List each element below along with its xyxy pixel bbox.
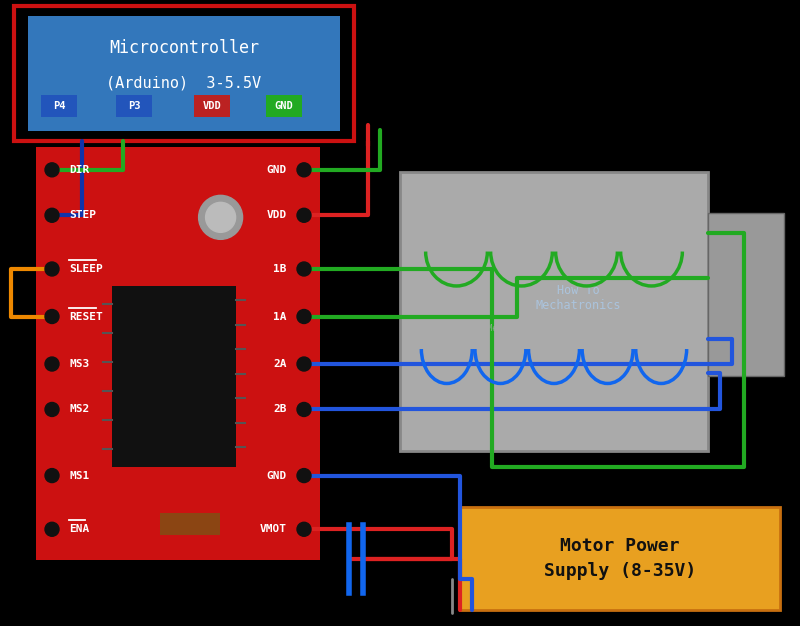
Bar [460, 507, 780, 610]
Circle shape [206, 202, 235, 232]
Bar [112, 285, 236, 467]
Circle shape [297, 522, 311, 536]
Bar [14, 6, 354, 141]
Bar [266, 95, 302, 117]
Text: GND: GND [266, 165, 287, 175]
Text: VDD: VDD [202, 101, 222, 111]
Bar [28, 16, 340, 131]
Text: (Arduino)  3-5.5V: (Arduino) 3-5.5V [106, 75, 262, 90]
Text: MS2: MS2 [69, 404, 90, 414]
Text: GND: GND [274, 101, 294, 111]
Circle shape [297, 208, 311, 222]
Circle shape [45, 208, 59, 222]
Text: ENA: ENA [69, 525, 90, 534]
Bar [400, 172, 708, 451]
Text: P4: P4 [53, 101, 66, 111]
Circle shape [198, 195, 242, 239]
Circle shape [297, 469, 311, 483]
Text: MS1: MS1 [69, 471, 90, 481]
Text: Microcontroller: Microcontroller [109, 39, 259, 57]
Bar [160, 513, 220, 535]
Text: 1B: 1B [274, 264, 287, 274]
Circle shape [45, 403, 59, 416]
Bar [194, 95, 230, 117]
Bar [36, 147, 320, 560]
Text: 1A: 1A [274, 312, 287, 322]
Text: www.HowToMechatronics.com: www.HowToMechatronics.com [446, 324, 562, 332]
Bar [116, 95, 152, 117]
Bar [42, 95, 77, 117]
Circle shape [45, 262, 59, 276]
Text: RESET: RESET [69, 312, 102, 322]
Bar [708, 213, 784, 376]
Circle shape [45, 522, 59, 536]
Text: 2A: 2A [274, 359, 287, 369]
Text: P3: P3 [128, 101, 140, 111]
Text: VMOT: VMOT [260, 525, 287, 534]
Text: 2B: 2B [274, 404, 287, 414]
Circle shape [45, 163, 59, 177]
Circle shape [45, 357, 59, 371]
Circle shape [297, 403, 311, 416]
Circle shape [297, 309, 311, 324]
Circle shape [45, 309, 59, 324]
Circle shape [297, 163, 311, 177]
Text: Motor Power
Supply (8-35V): Motor Power Supply (8-35V) [544, 537, 696, 580]
Text: SLEEP: SLEEP [69, 264, 102, 274]
Circle shape [45, 469, 59, 483]
Text: STEP: STEP [69, 210, 96, 220]
Circle shape [297, 357, 311, 371]
Text: How To
Mechatronics: How To Mechatronics [536, 284, 622, 312]
Text: MS3: MS3 [69, 359, 90, 369]
Text: GND: GND [266, 471, 287, 481]
Text: DIR: DIR [69, 165, 90, 175]
Circle shape [297, 262, 311, 276]
Text: VDD: VDD [266, 210, 287, 220]
